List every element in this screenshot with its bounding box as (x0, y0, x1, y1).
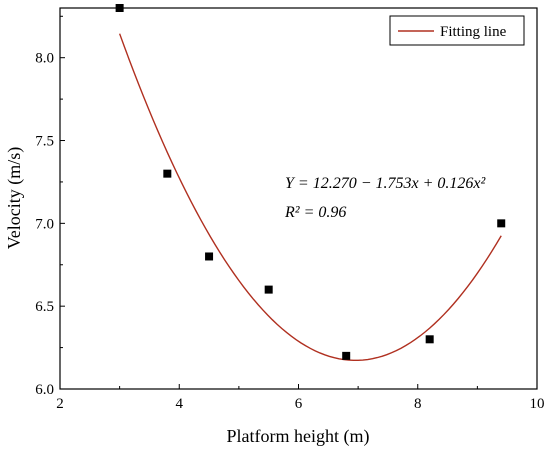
y-tick-label: 7.0 (35, 216, 54, 232)
data-point (163, 169, 172, 178)
y-tick-label: 6.5 (35, 299, 54, 315)
y-axis-ticks: 6.0 6.5 7.0 7.5 8.0 (35, 15, 65, 398)
x-axis-ticks: 2 4 6 8 10 (56, 384, 545, 412)
data-point (425, 335, 434, 344)
fitting-curve (118, 33, 502, 362)
y-tick-label: 7.5 (35, 134, 54, 150)
y-tick-label: 8.0 (35, 51, 54, 67)
x-tick-label: 10 (530, 396, 545, 412)
data-point (205, 252, 214, 261)
fit-equation: Y = 12.270 − 1.753x + 0.126x² (285, 175, 486, 192)
data-point (264, 285, 273, 294)
x-tick-label: 4 (176, 396, 184, 412)
y-tick-label: 6.0 (35, 382, 54, 398)
legend: Fitting line (389, 15, 525, 46)
data-point (497, 219, 506, 228)
x-tick-label: 2 (56, 396, 64, 412)
data-point (342, 351, 351, 360)
legend-fitting-line-label: Fitting line (440, 24, 507, 40)
r-squared: R² = 0.96 (284, 204, 346, 221)
data-points (115, 4, 506, 360)
y-axis-title: Velocity (m/s) (4, 147, 25, 249)
x-tick-label: 6 (295, 396, 303, 412)
data-point (115, 4, 124, 12)
x-axis-title: Platform height (m) (227, 426, 370, 447)
x-tick-label: 8 (414, 396, 422, 412)
